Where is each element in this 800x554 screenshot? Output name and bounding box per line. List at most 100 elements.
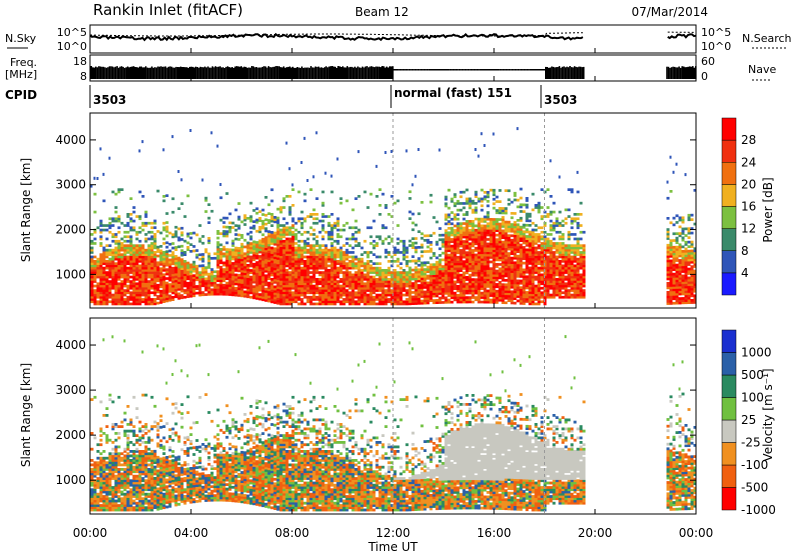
heatmap-cell xyxy=(546,278,550,281)
heatmap-cell xyxy=(168,278,172,282)
heatmap-cell xyxy=(273,292,277,295)
heatmap-cell xyxy=(243,245,247,249)
heatmap-cell xyxy=(252,294,256,297)
heatmap-cell xyxy=(381,275,385,279)
heatmap-cell xyxy=(264,287,268,291)
heatmap-cell xyxy=(144,253,148,256)
heatmap-cell xyxy=(231,241,235,245)
freq-bar xyxy=(281,67,283,79)
heatmap-cell xyxy=(456,226,460,230)
heatmap-cell xyxy=(261,296,265,299)
heatmap-cell xyxy=(207,266,211,269)
heatmap-cell xyxy=(504,272,508,275)
heatmap-cell xyxy=(231,268,235,272)
heatmap-cell xyxy=(171,287,175,290)
heatmap-cell xyxy=(312,286,316,290)
heatmap-cell xyxy=(321,282,325,286)
heatmap-cell xyxy=(132,264,136,268)
heatmap-cell xyxy=(222,252,226,256)
heatmap-cell xyxy=(393,284,397,288)
heatmap-cell xyxy=(522,241,526,245)
heatmap-cell xyxy=(435,281,439,284)
heatmap-cell xyxy=(195,253,199,257)
heatmap-cell xyxy=(444,260,448,264)
heatmap-cell xyxy=(414,248,418,252)
heatmap-cell xyxy=(504,290,508,293)
heatmap-cell xyxy=(354,244,358,247)
heatmap-cell xyxy=(417,286,421,290)
freq-bar xyxy=(136,67,138,79)
heatmap-cell xyxy=(114,278,118,281)
heatmap-cell xyxy=(159,271,163,275)
heatmap-cell xyxy=(342,253,346,256)
freq-bar xyxy=(364,66,367,79)
heatmap-cell xyxy=(147,253,151,256)
heatmap-cell xyxy=(393,278,397,281)
heatmap-cell xyxy=(477,244,481,248)
heatmap-cell xyxy=(129,280,133,283)
heatmap-cell xyxy=(240,220,244,224)
heatmap-cell xyxy=(135,293,139,297)
heatmap-cell xyxy=(120,282,124,286)
heatmap-cell xyxy=(345,255,349,259)
heatmap-cell xyxy=(504,252,508,255)
heatmap-cell xyxy=(444,287,448,291)
heatmap-cell xyxy=(255,283,259,287)
heatmap-cell xyxy=(270,264,274,268)
heatmap-cell xyxy=(126,215,130,218)
heatmap-cell xyxy=(225,268,229,272)
heatmap-cell xyxy=(132,248,136,252)
heatmap-cell xyxy=(198,278,202,281)
heatmap-cell xyxy=(528,239,532,243)
heatmap-cell xyxy=(456,199,460,203)
freq-bar xyxy=(520,69,523,71)
heatmap-cell xyxy=(357,262,361,265)
heatmap-cell xyxy=(147,262,151,265)
heatmap-cell xyxy=(186,286,190,290)
heatmap-cell xyxy=(339,300,343,304)
heatmap-cell xyxy=(408,271,412,274)
heatmap-cell xyxy=(351,295,355,299)
heatmap-cell xyxy=(549,239,553,243)
heatmap-cell xyxy=(543,273,547,277)
heatmap-cell xyxy=(309,253,313,256)
heatmap-cell xyxy=(405,278,409,281)
heatmap-cell xyxy=(495,276,499,280)
heatmap-cell xyxy=(501,290,505,293)
heatmap-cell xyxy=(381,271,385,274)
heatmap-cell xyxy=(462,217,466,221)
heatmap-cell xyxy=(207,263,211,267)
heatmap-cell xyxy=(456,271,460,275)
heatmap-cell xyxy=(375,271,379,274)
heatmap-cell xyxy=(282,248,286,252)
heatmap-cell xyxy=(459,273,463,277)
heatmap-cell xyxy=(102,273,106,277)
heatmap-cell xyxy=(108,221,112,225)
heatmap-cell xyxy=(156,277,160,280)
heatmap-cell xyxy=(306,278,310,281)
heatmap-cell xyxy=(225,266,229,269)
heatmap-cell xyxy=(528,275,532,279)
freq-bar xyxy=(187,67,190,79)
heatmap-cell xyxy=(480,132,483,136)
heatmap-cell xyxy=(102,302,106,306)
heatmap-cell xyxy=(402,239,406,243)
heatmap-cell xyxy=(192,294,196,298)
heatmap-cell xyxy=(369,269,373,272)
heatmap-cell xyxy=(189,232,193,235)
heatmap-cell xyxy=(438,298,442,302)
heatmap-cell xyxy=(318,278,322,281)
heatmap-cell xyxy=(519,299,523,303)
heatmap-cell xyxy=(447,267,451,270)
heatmap-cell xyxy=(501,256,505,260)
heatmap-cell xyxy=(285,284,289,288)
heatmap-cell xyxy=(144,239,148,243)
freq-bar xyxy=(555,67,558,79)
heatmap-cell xyxy=(519,252,523,256)
freq-bar xyxy=(458,69,461,71)
heatmap-cell xyxy=(381,302,385,306)
heatmap-cell xyxy=(249,244,253,248)
freq-bar xyxy=(393,69,396,71)
heatmap-cell xyxy=(414,288,418,292)
heatmap-cell xyxy=(354,300,358,304)
